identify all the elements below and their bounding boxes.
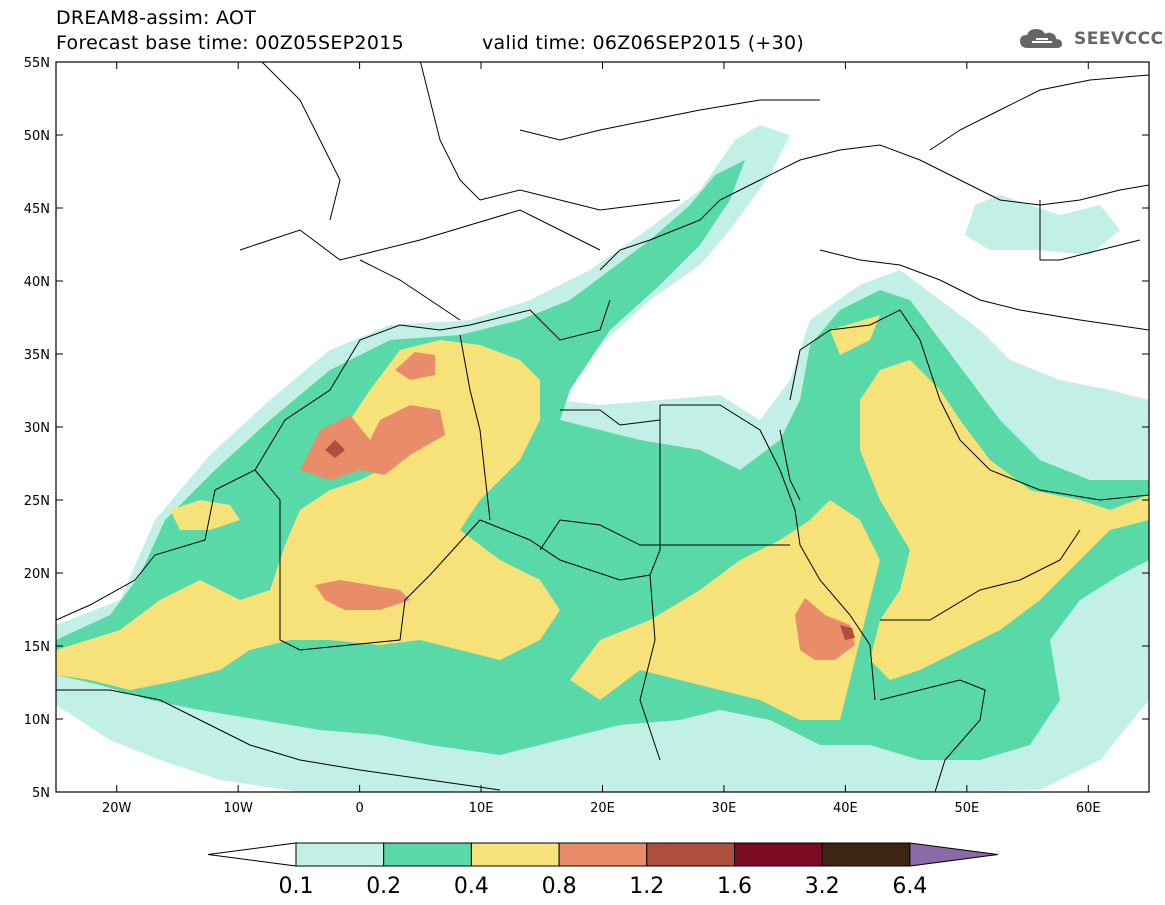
lat-label: 50N [24,129,50,144]
lon-label: 20E [590,801,615,816]
title-line1: DREAM8-assim: AOT [56,7,257,29]
lat-label: 45N [24,202,50,217]
lon-label: 10W [223,801,253,816]
aot-level-0.8 [300,405,445,480]
colorbar-segment [295,842,385,867]
seevccc-logo: SEEVCCC [1018,26,1164,52]
colorbar-segment [383,842,472,867]
lat-label: 15N [24,640,50,655]
colorbar-label: 1.6 [717,874,752,899]
colorbar-segment [558,842,648,867]
colorbar-segment [646,842,735,867]
colorbar-segment [734,842,823,867]
colorbar-min-arrow [207,842,297,867]
lat-label: 5N [32,786,50,801]
colorbar-segment [821,842,911,867]
aot-field [56,62,1149,792]
colorbar-label: 3.2 [805,874,840,899]
lon-label: 10E [469,801,494,816]
colorbar-max-arrow [909,842,998,867]
valid-time: valid time: 06Z06SEP2015 (+30) [482,32,805,54]
lon-label: 60E [1076,801,1101,816]
lon-label: 30E [712,801,737,816]
cloud-icon [1020,29,1062,48]
colorbar-label: 1.2 [629,874,664,899]
colorbar-label: 0.4 [454,874,489,899]
colorbar-segment [470,842,560,867]
lat-label: 10N [24,713,50,728]
title-line2: Forecast base time: 00Z05SEP2015 [56,32,404,54]
longitude-axis: 20W 10W 0 10E 20E 30E 40E 50E 60E [102,62,1101,816]
lon-label: 0 [355,801,363,816]
colorbar-label: 0.8 [542,874,577,899]
latitude-axis: 55N 50N 45N 40N 35N 30N 25N 20N 15N 10N 5N [24,56,1149,801]
lon-label: 20W [102,801,132,816]
lat-label: 40N [24,275,50,290]
logo-text: SEEVCCC [1074,29,1164,49]
colorbar-label: 0.1 [279,874,314,899]
colorbar: 0.1 0.2 0.4 0.8 1.2 1.6 3.2 6.4 [207,842,998,899]
lat-label: 25N [24,494,50,509]
lon-label: 50E [954,801,979,816]
colorbar-label: 0.2 [366,874,401,899]
lat-label: 20N [24,567,50,582]
country-borders [56,62,1149,792]
lat-label: 35N [24,348,50,363]
lon-label: 40E [833,801,858,816]
colorbar-label: 6.4 [892,874,927,899]
aot-level-1.2 [325,440,345,458]
lat-label: 30N [24,421,50,436]
lat-label: 55N [24,56,50,71]
